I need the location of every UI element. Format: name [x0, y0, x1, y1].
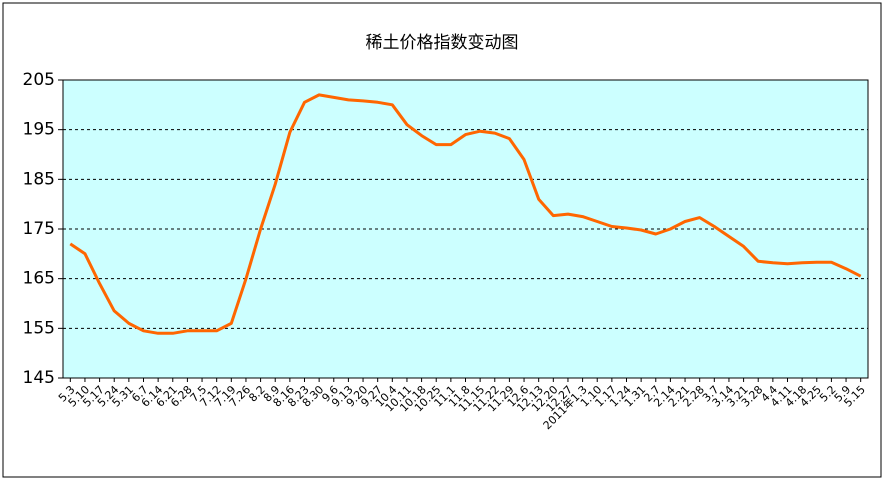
y-tick-label: 145	[23, 368, 55, 388]
y-tick-label: 205	[23, 70, 55, 90]
y-tick-label: 175	[23, 219, 55, 239]
chart-title: 稀土价格指数变动图	[366, 33, 519, 53]
y-tick-label: 155	[23, 318, 55, 338]
line-series	[69, 93, 862, 335]
y-tick-label: 195	[23, 120, 55, 140]
y-tick-label: 185	[23, 169, 55, 189]
y-tick-label: 165	[23, 269, 55, 289]
